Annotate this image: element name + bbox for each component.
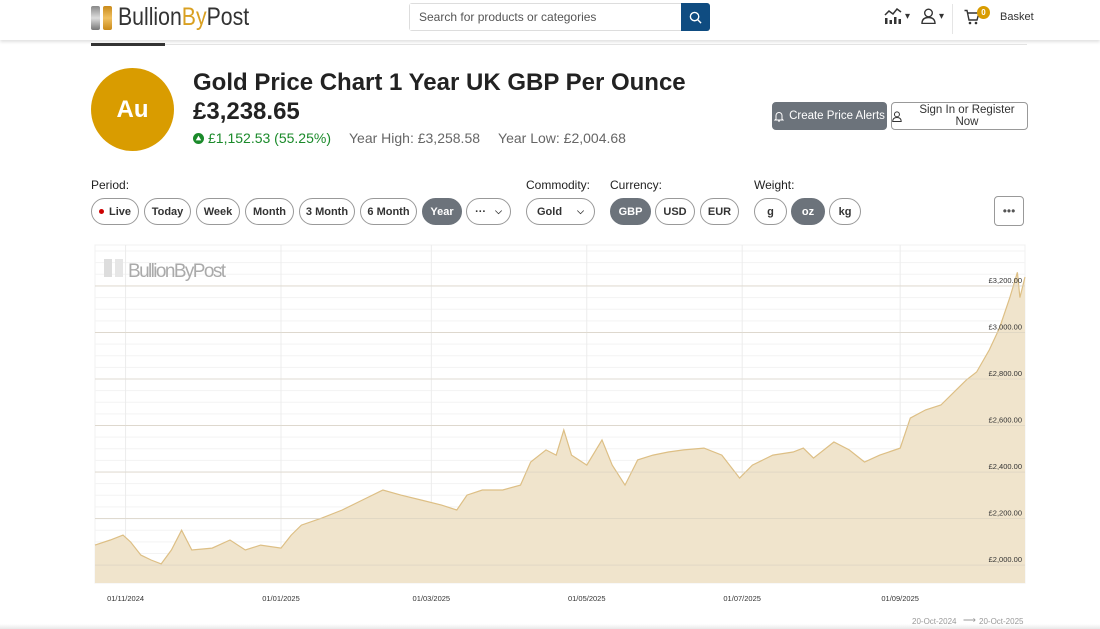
period-3-month[interactable]: 3 Month — [299, 198, 355, 225]
arrow-right-icon: ⟶ — [963, 615, 976, 625]
chevron-down-icon: ⌵ — [495, 206, 502, 216]
user-icon — [892, 110, 902, 122]
divider — [952, 4, 953, 34]
weight-g[interactable]: g — [754, 198, 787, 225]
period-more-dropdown[interactable]: ··· ⌵ — [466, 198, 511, 225]
search-button[interactable] — [681, 3, 710, 31]
chevron-down-icon: ⌵ — [577, 206, 584, 216]
y-tick-label: £3,200.00 — [989, 276, 1022, 285]
price-line — [94, 272, 1026, 565]
chart-icon — [884, 8, 902, 24]
y-tick-label: £2,800.00 — [989, 369, 1022, 378]
more-options-button[interactable]: ••• — [994, 196, 1024, 226]
create-price-alerts-button[interactable]: Create Price Alerts — [772, 102, 887, 130]
active-tab-indicator — [91, 43, 165, 46]
sign-in-register-button[interactable]: Sign In or Register Now — [891, 102, 1028, 130]
page-title: Gold Price Chart 1 Year UK GBP Per Ounce — [193, 69, 686, 96]
basket-count-badge: 0 — [977, 6, 990, 19]
caret-down-icon: ▾ — [939, 10, 945, 22]
button-label: Create Price Alerts — [789, 110, 885, 122]
y-tick-label: £2,600.00 — [989, 416, 1022, 425]
weight-oz[interactable]: oz — [791, 198, 825, 225]
period-6-month[interactable]: 6 Month — [360, 198, 417, 225]
arrow-up-circle-icon — [193, 132, 204, 144]
watermark-text: BullionByPost — [128, 261, 227, 282]
price-area — [95, 272, 1025, 583]
currency-usd[interactable]: USD — [655, 198, 695, 225]
price-change: £1,152.53 (55.25%) — [193, 130, 331, 146]
year-low: Year Low: £2,004.68 — [498, 130, 626, 146]
basket-button[interactable]: Basket — [964, 9, 1034, 25]
x-tick-label: 01/03/2025 — [413, 594, 451, 603]
watermark-bar — [104, 259, 112, 277]
site-header: BullionByPost ▾ ▾ Basket 0 — [0, 0, 1100, 40]
button-label: Sign In or Register Now — [919, 104, 1015, 128]
logo-bars-icon — [91, 5, 112, 30]
commodity-symbol-badge: Au — [91, 68, 174, 151]
currency-eur[interactable]: EUR — [700, 198, 739, 225]
watermark-bar — [115, 259, 123, 277]
x-tick-label: 01/07/2025 — [723, 594, 761, 603]
logo-text: BullionByPost — [118, 3, 250, 31]
period-month[interactable]: Month — [245, 198, 294, 225]
price-change-value: £1,152.53 (55.25%) — [208, 130, 331, 146]
y-tick-label: £2,400.00 — [989, 462, 1022, 471]
period-week[interactable]: Week — [196, 198, 240, 225]
bell-icon — [774, 111, 785, 122]
x-tick-label: 01/09/2025 — [881, 594, 919, 603]
commodity-value: Gold — [537, 205, 563, 218]
period-today[interactable]: Today — [144, 198, 191, 225]
period-label: Period: — [91, 178, 130, 192]
account-menu[interactable]: ▾ — [921, 8, 944, 24]
logo[interactable]: BullionByPost — [91, 3, 272, 32]
search-bar — [409, 3, 710, 31]
search-input[interactable] — [410, 4, 681, 30]
current-price: £3,238.65 — [193, 98, 300, 125]
more-periods-icon: ··· — [475, 205, 487, 218]
price-stats: £1,152.53 (55.25%) Year High: £3,258.58 … — [193, 130, 626, 146]
basket-label: Basket — [1000, 11, 1034, 23]
pill-label: Live — [108, 205, 131, 218]
currency-gbp[interactable]: GBP — [610, 198, 651, 225]
y-tick-label: £2,200.00 — [989, 509, 1022, 518]
divider — [0, 624, 1100, 629]
range-from: 20-Oct-2024 — [912, 617, 957, 626]
weight-kg[interactable]: kg — [829, 198, 861, 225]
charts-menu[interactable]: ▾ — [884, 8, 910, 24]
caret-down-icon: ▾ — [905, 10, 911, 22]
search-icon — [689, 11, 702, 24]
x-tick-label: 01/11/2024 — [107, 594, 144, 603]
divider — [165, 44, 1027, 45]
year-high: Year High: £3,258.58 — [348, 130, 481, 146]
range-to: 20-Oct-2025 — [979, 617, 1024, 626]
x-tick-label: 01/05/2025 — [568, 594, 606, 603]
currency-label: Currency: — [610, 178, 663, 192]
y-tick-label: £3,000.00 — [989, 322, 1022, 331]
period-year[interactable]: Year — [422, 198, 462, 225]
y-tick-label: £2,000.00 — [989, 555, 1022, 564]
commodity-select[interactable]: Gold ⌵ — [526, 198, 595, 225]
x-tick-label: 01/01/2025 — [262, 594, 300, 603]
commodity-label: Commodity: — [526, 178, 591, 192]
period-live[interactable]: Live — [91, 198, 139, 225]
user-icon — [921, 8, 936, 24]
weight-label: Weight: — [754, 178, 795, 192]
live-dot-icon — [98, 209, 104, 214]
